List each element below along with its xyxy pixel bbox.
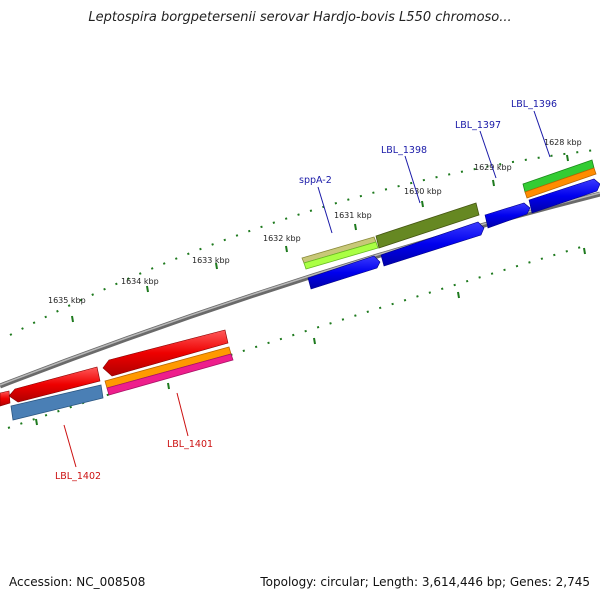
tick-label-1632: 1632 kbp [263,234,301,243]
gene-label-lbl1401: LBL_1401 [167,439,213,450]
chromosome-backbone [0,191,600,389]
map-title: Leptospira borgpetersenii serovar Hardjo… [88,10,512,25]
tick-label-1630: 1630 kbp [404,187,442,196]
gene-label-lbl1398: LBL_1398 [381,145,427,156]
feature-cds-reverse-red-1[interactable] [0,390,11,407]
gene-label-lbl1396: LBL_1396 [511,99,557,110]
tick-label-1633: 1633 kbp [192,256,230,265]
inner-tick-track [7,244,589,429]
feature-cds-forward-blue-4[interactable] [528,178,600,214]
tick-label-1634: 1634 kbp [121,277,159,286]
feature-cds-lbl1402[interactable] [10,384,104,421]
feature-cds-forward-blue-1[interactable] [307,255,381,290]
major-ticks [35,154,586,426]
feature-cds-lbl1396[interactable] [522,159,597,199]
feature-cds-lbl1401[interactable] [104,346,234,396]
feature-cds-reverse-red-2[interactable] [8,366,101,403]
topology-text: Topology: circular; Length: 3,614,446 bp… [260,575,590,589]
tick-label-1631: 1631 kbp [334,211,372,220]
label-leader-lines [63,110,551,468]
gene-label-sppA2: sppA-2 [299,175,332,186]
gene-label-lbl1402: LBL_1402 [55,471,101,482]
accession-text: Accession: NC_008508 [9,575,146,589]
feature-cds-reverse-red-3[interactable] [102,329,229,377]
gene-label-lbl1397: LBL_1397 [455,120,501,131]
tick-label-1628: 1628 kbp [544,138,582,147]
feature-cds-forward-blue-3[interactable] [484,202,531,229]
feature-cds-lbl1398[interactable] [375,202,480,249]
tick-label-1635: 1635 kbp [48,296,86,305]
feature-cds-sppA2[interactable] [301,236,379,270]
outer-tick-track [9,149,596,336]
feature-cds-forward-blue-2[interactable] [380,221,485,267]
